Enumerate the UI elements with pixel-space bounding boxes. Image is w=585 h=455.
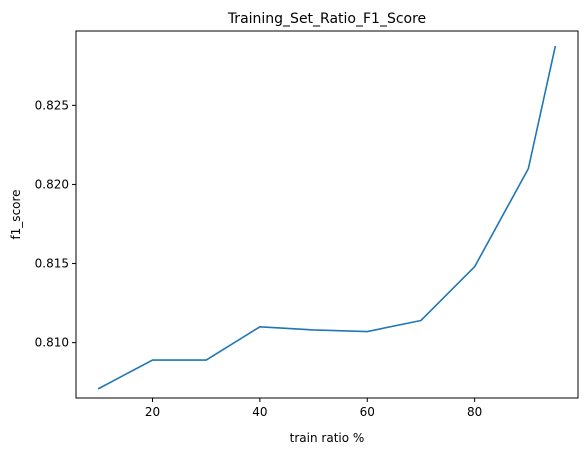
y-axis-label: f1_score: [9, 189, 23, 239]
y-tick-label: 0.825: [35, 98, 69, 112]
y-tick-label: 0.820: [35, 177, 69, 191]
chart-title: Training_Set_Ratio_F1_Score: [227, 11, 426, 27]
x-tick-label: 40: [252, 405, 267, 419]
axis-ticks: 20 40 60 80 0.810 0.815 0.820 0.825: [35, 98, 483, 419]
series-layer: [97, 45, 557, 390]
x-axis-label: train ratio %: [290, 431, 365, 445]
x-tick-label: 20: [145, 405, 160, 419]
x-tick-label: 80: [467, 405, 482, 419]
x-tick-label: 60: [360, 405, 375, 419]
y-tick-label: 0.815: [35, 257, 69, 271]
plot-frame: [75, 30, 579, 399]
y-tick-label: 0.810: [35, 336, 69, 350]
plot-area: [76, 31, 578, 398]
series-line: [97, 45, 557, 390]
